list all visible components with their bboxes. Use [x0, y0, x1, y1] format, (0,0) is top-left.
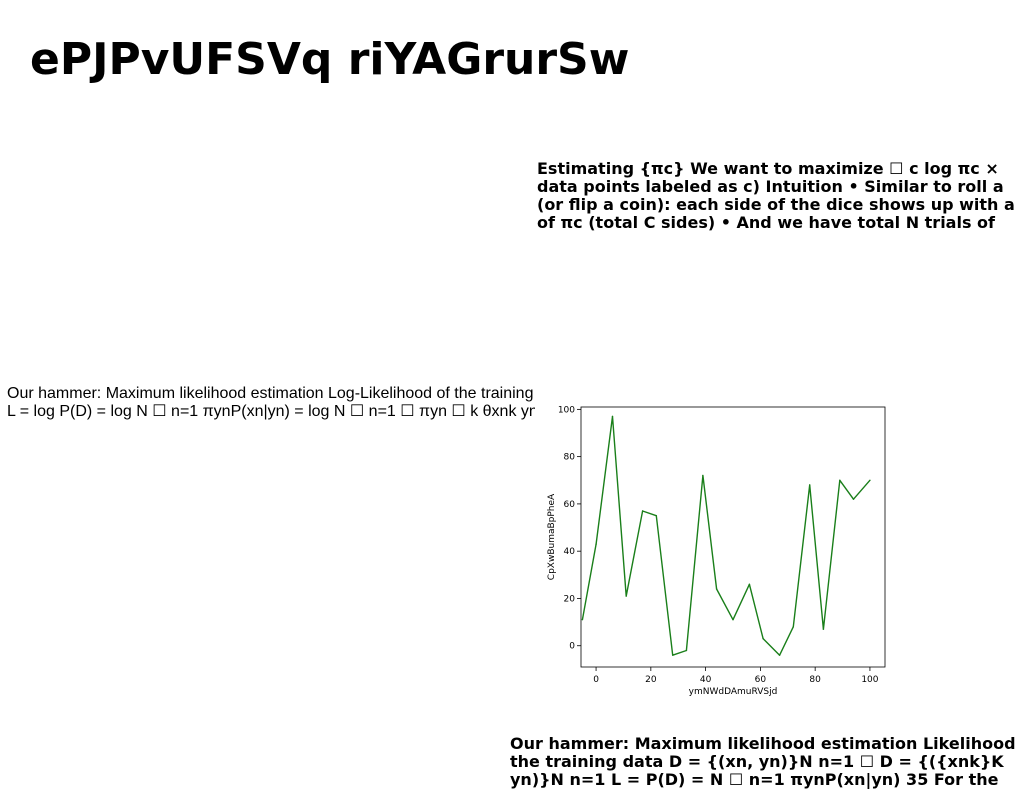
- text-line: Estimating {πc} We want to maximize ☐ c …: [537, 160, 999, 178]
- text-block-top-right: Estimating {πc} We want to maximize ☐ c …: [537, 160, 1024, 232]
- y-tick-label: 80: [564, 453, 576, 463]
- x-axis-label: ymNWdDAmuRVSjd: [689, 687, 778, 697]
- text-line: data points labeled as c) Intuition • Si…: [537, 177, 1004, 196]
- text-block-bottom-right: Our hammer: Maximum likelihood estimatio…: [510, 735, 1024, 789]
- data-point: [702, 474, 704, 477]
- text-line: the training data D = {(xn, yn)}N n=1 ☐ …: [510, 752, 1004, 771]
- data-point: [852, 498, 855, 500]
- data-point: [641, 510, 644, 512]
- series-line: [581, 415, 871, 656]
- data-point: [808, 484, 811, 486]
- text-line: Our hammer: Maximum likelihood estimatio…: [7, 385, 534, 402]
- data-point: [685, 649, 688, 652]
- line-chart: 0 20 40 60 80 100 0 20 40 60 80 100 ymNWdDAmuRVSjd Cp…: [547, 405, 886, 697]
- y-tick-label: 0: [569, 642, 575, 652]
- text-line: yn)}N n=1 L = P(D) = N ☐ n=1 πynP(xn|yn)…: [510, 770, 999, 789]
- text-line: L = log P(D) = log N ☐ n=1 πynP(xn|yn) =…: [7, 403, 535, 420]
- x-tick-label: 80: [809, 675, 821, 685]
- data-point: [595, 543, 597, 545]
- x-tick-label: 60: [755, 675, 767, 685]
- data-point: [869, 479, 871, 481]
- data-point: [715, 588, 718, 590]
- data-point: [672, 654, 674, 656]
- x-tick-label: 20: [645, 675, 657, 685]
- y-tick-label: 40: [564, 547, 576, 557]
- data-point: [732, 619, 734, 621]
- text-line: Our hammer: Maximum likelihood estimatio…: [510, 735, 1016, 753]
- text-block-left: Our hammer: Maximum likelihood estimatio…: [7, 385, 535, 421]
- text-line: (or flip a coin): each side of the dice …: [537, 195, 1015, 214]
- data-point: [625, 595, 627, 597]
- data-point: [762, 637, 764, 640]
- y-tick-label: 20: [564, 594, 576, 604]
- plot-frame: [580, 406, 886, 668]
- page-title: ePJPvUFSVq riYAGrurSw: [30, 34, 630, 85]
- data-point: [748, 583, 751, 585]
- data-point: [581, 619, 584, 621]
- data-point: [778, 654, 781, 656]
- data-point: [655, 515, 658, 517]
- x-tick-label: 40: [700, 675, 712, 685]
- y-tick-label: 100: [558, 405, 575, 415]
- data-point: [611, 415, 614, 418]
- y-tick-label: 60: [564, 500, 576, 510]
- data-point: [839, 479, 841, 481]
- x-tick-label: 100: [861, 675, 878, 685]
- text-line: of πc (total C sides) • And we have tota…: [537, 213, 996, 232]
- data-point: [792, 626, 794, 628]
- y-axis-label: CpXwBumaBpPheA: [547, 493, 557, 580]
- x-tick-label: 0: [593, 675, 599, 685]
- data-point: [822, 628, 825, 630]
